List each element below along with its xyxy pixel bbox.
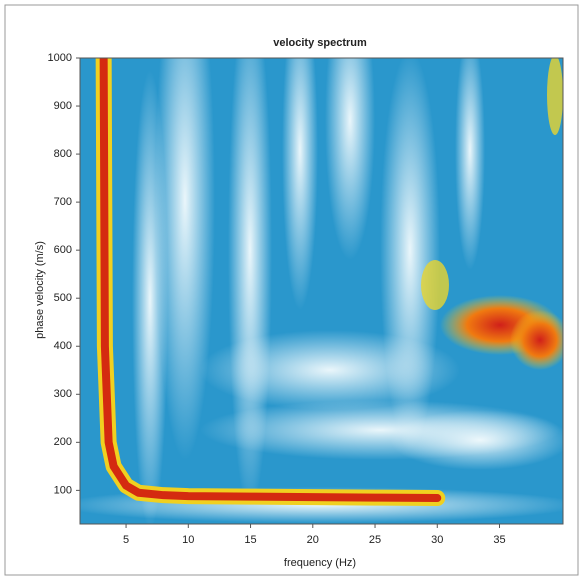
y-tick-label: 200 [54,436,72,448]
x-tick-label: 5 [123,534,129,546]
y-tick-label: 100 [54,484,72,496]
x-tick-label: 25 [369,534,381,546]
chart-title: velocity spectrum [273,37,367,49]
y-tick-label: 1000 [48,52,72,64]
frame [4,4,579,576]
ridge [99,58,442,503]
heatmap [80,58,563,524]
x-tick-label: 15 [244,534,256,546]
y-axis-label: phase velocity (m/s) [34,241,46,339]
y-tick-label: 900 [54,100,72,112]
plot-area [79,57,564,525]
y-tick-label: 500 [54,292,72,304]
y-tick-label: 300 [54,388,72,400]
y-tick-label: 400 [54,340,72,352]
x-tick-label: 30 [431,534,443,546]
x-tick-label: 20 [307,534,319,546]
x-tick-label: 10 [182,534,194,546]
y-tick-label: 800 [54,148,72,160]
y-tick-label: 600 [54,244,72,256]
x-axis-label: frequency (Hz) [284,557,356,569]
y-tick-label: 700 [54,196,72,208]
x-tick-label: 35 [493,534,505,546]
